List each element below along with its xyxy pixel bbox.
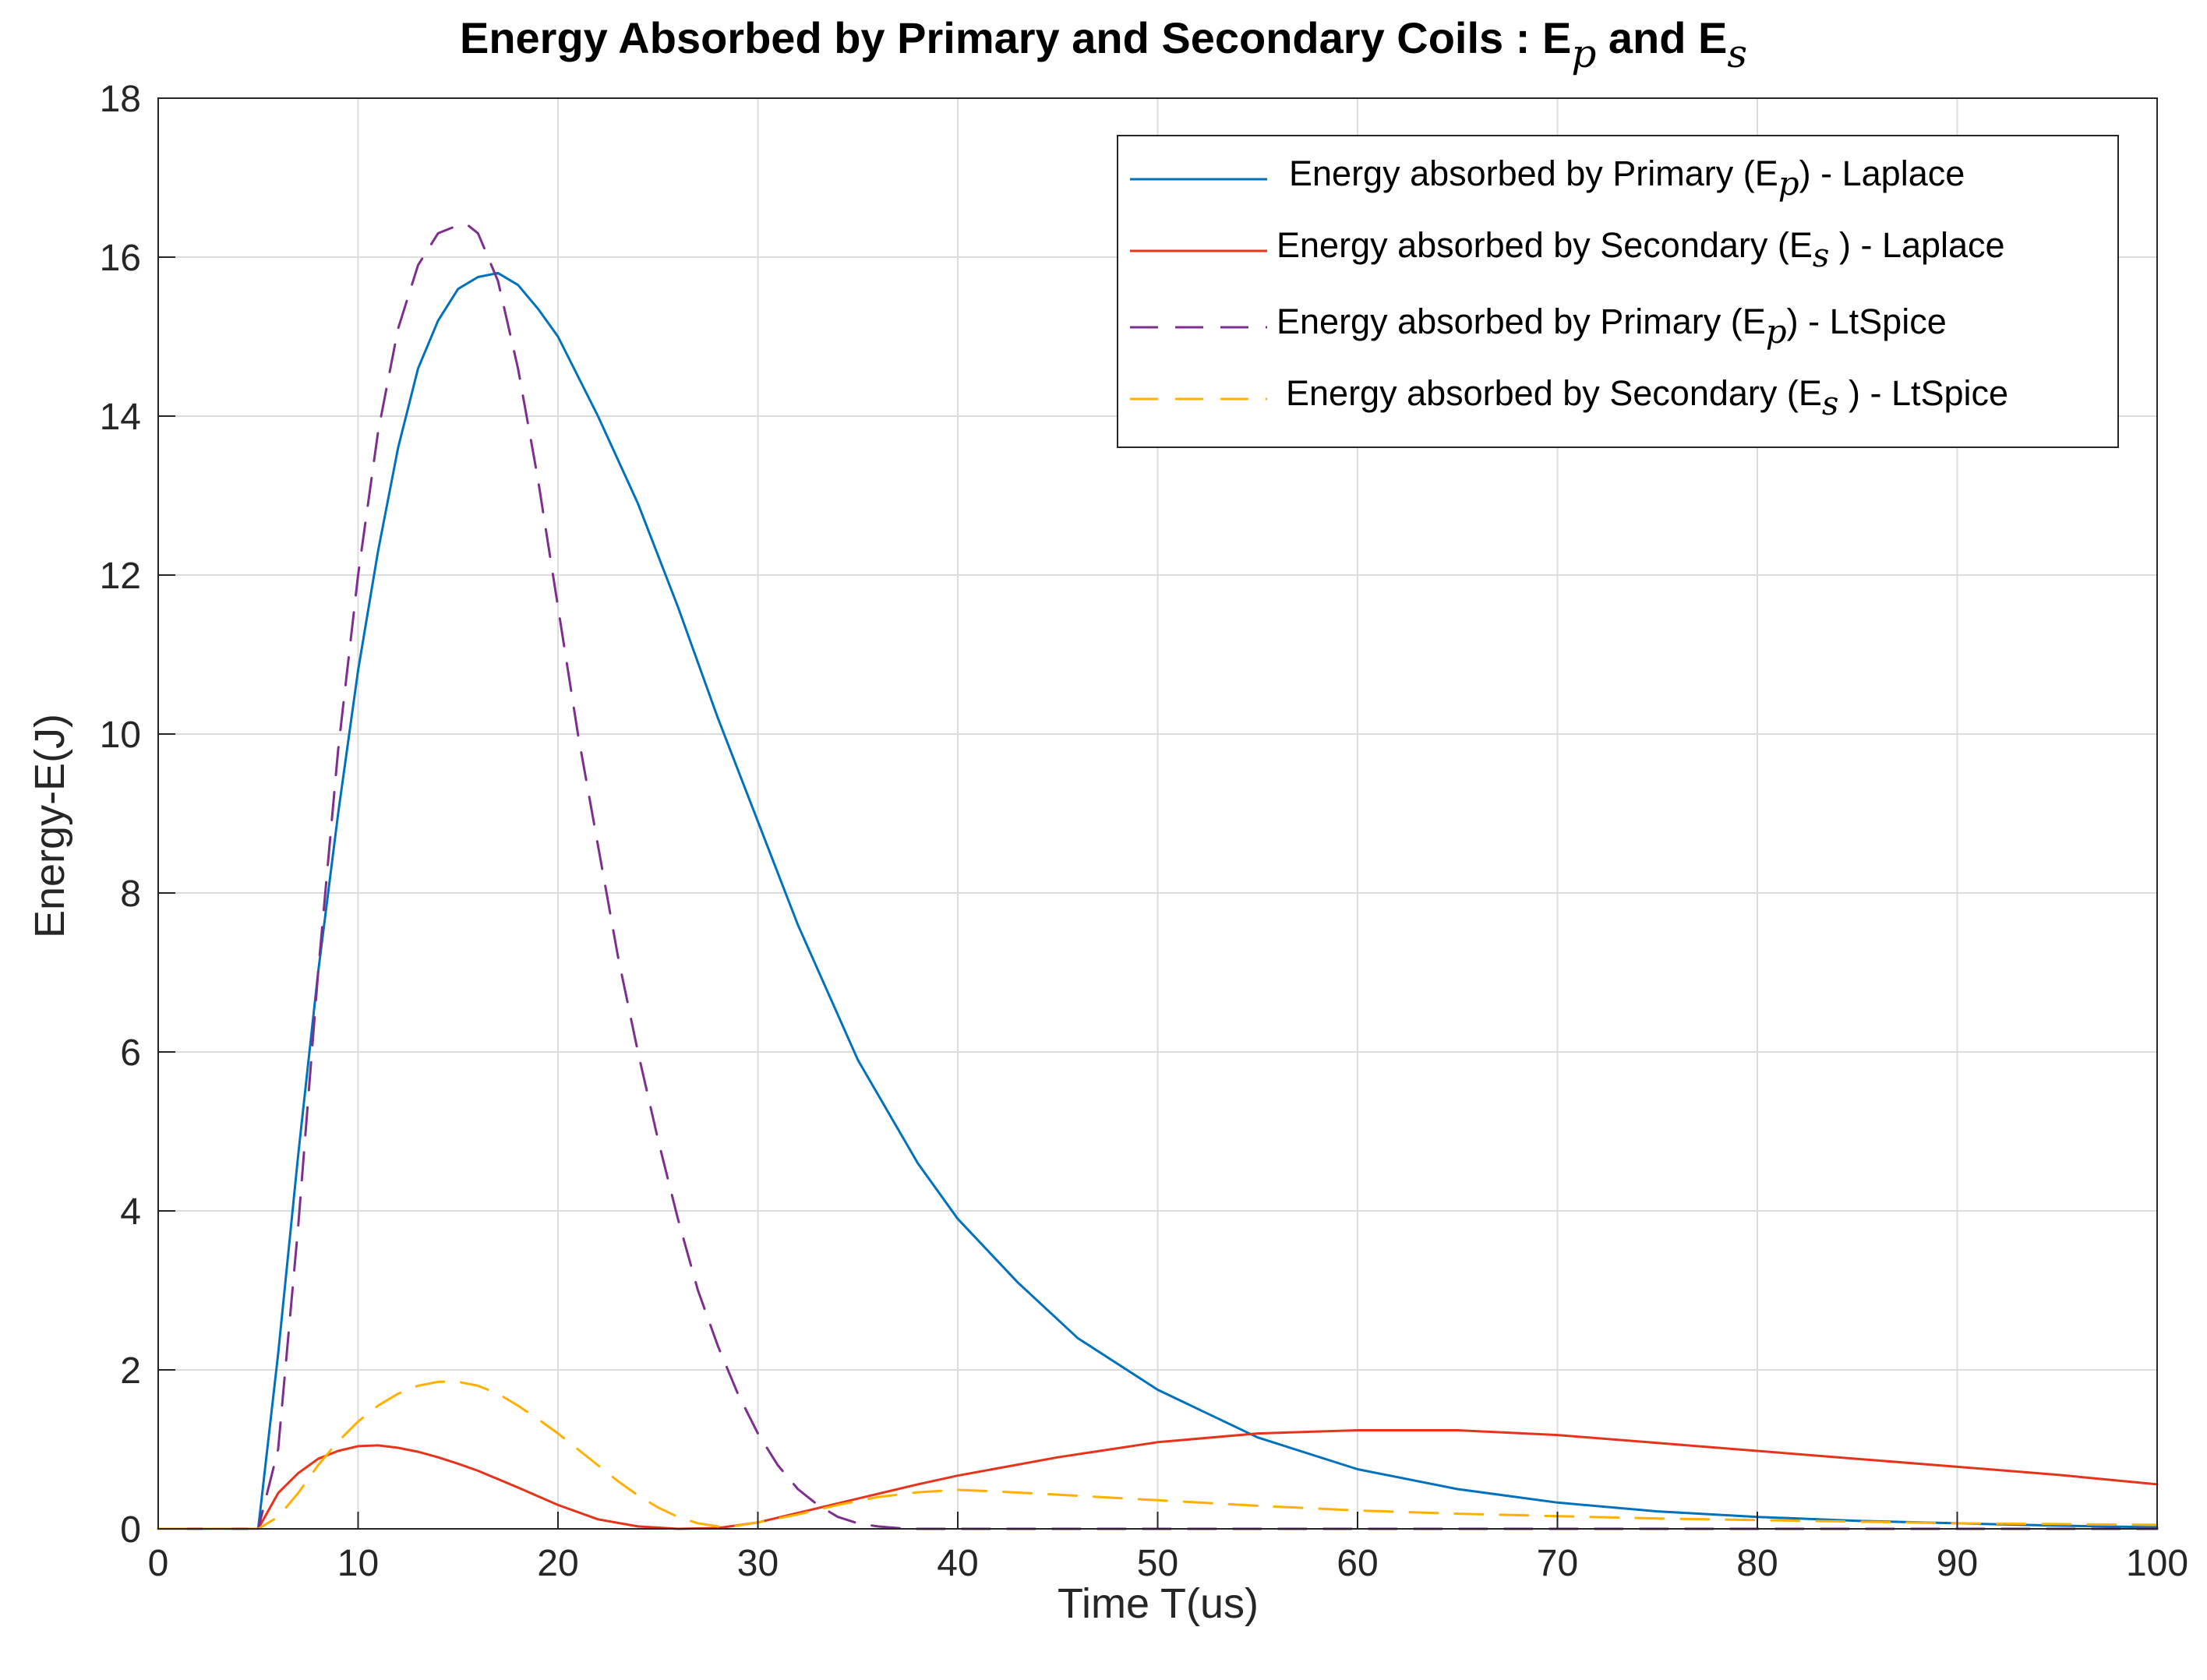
legend: Energy absorbed by Primary (Ep) - Laplac… [1117, 135, 2119, 448]
series-line-0 [157, 271, 2159, 1530]
x-tick-label: 40 [937, 1543, 978, 1584]
legend-pre: Energy absorbed by Secondary (E [1286, 373, 1822, 413]
title-sub-p: p [1571, 31, 1596, 76]
x-tick-label: 80 [1736, 1543, 1778, 1584]
x-tick-label: 90 [1937, 1543, 1978, 1584]
y-tick-label: 4 [120, 1191, 141, 1233]
x-tick-label: 50 [1137, 1543, 1178, 1584]
y-tick-label: 6 [120, 1032, 141, 1074]
legend-box [1117, 135, 2119, 448]
legend-sub: s [1822, 384, 1839, 422]
ticks: 0 10 20 30 40 50 60 70 80 90 100 0 2 4 6 8 10 12 14 16 18 [100, 79, 2188, 1584]
legend-pre: Energy absorbed by Secondary (E [1277, 225, 1813, 265]
x-tick-label: 100 [2126, 1543, 2188, 1584]
legend-label-primary-laplace: Energy absorbed by Primary (Ep) - Laplac… [1289, 154, 1965, 203]
y-tick-label: 0 [120, 1509, 141, 1551]
legend-sub: p [1778, 164, 1799, 203]
y-tick-label: 10 [100, 715, 141, 756]
y-tick-label: 18 [100, 79, 141, 120]
y-tick-label: 14 [100, 397, 141, 438]
title-main: Energy Absorbed by Primary and Secondary… [460, 13, 1571, 62]
legend-label-secondary-laplace: Energy absorbed by Secondary (Es ) - Lap… [1277, 225, 2005, 274]
title-sub-s: s [1727, 31, 1747, 76]
legend-pre: Energy absorbed by Primary (E [1289, 154, 1778, 193]
legend-sub: p [1766, 312, 1787, 351]
x-tick-label: 60 [1337, 1543, 1378, 1584]
x-tick-label: 10 [337, 1543, 379, 1584]
series-line-3 [157, 1380, 2159, 1530]
legend-label-secondary-ltspice: Energy absorbed by Secondary (Es ) - LtS… [1286, 373, 2008, 422]
y-tick-label: 2 [120, 1350, 141, 1392]
y-axis-label: Energy-E(J) [26, 714, 73, 938]
x-tick-label: 0 [148, 1543, 169, 1584]
legend-post: ) - LtSpice [1787, 302, 1947, 341]
legend-pre: Energy absorbed by Primary (E [1277, 302, 1766, 341]
x-tick-label: 30 [737, 1543, 779, 1584]
title-mid: and E [1596, 13, 1727, 62]
x-tick-label: 70 [1537, 1543, 1578, 1584]
legend-sub: s [1813, 236, 1830, 274]
y-tick-label: 16 [100, 238, 141, 279]
x-tick-label: 20 [537, 1543, 578, 1584]
y-tick-label: 12 [100, 556, 141, 597]
legend-label-primary-ltspice: Energy absorbed by Primary (Ep) - LtSpic… [1277, 302, 1947, 351]
legend-post: ) - Laplace [1829, 225, 2004, 265]
legend-post: ) - LtSpice [1838, 373, 2008, 413]
y-tick-label: 8 [120, 874, 141, 915]
legend-post: ) - Laplace [1799, 154, 1965, 193]
chart-title: Energy Absorbed by Primary and Secondary… [460, 13, 1747, 76]
x-axis-label: Time T(us) [1058, 1580, 1259, 1627]
